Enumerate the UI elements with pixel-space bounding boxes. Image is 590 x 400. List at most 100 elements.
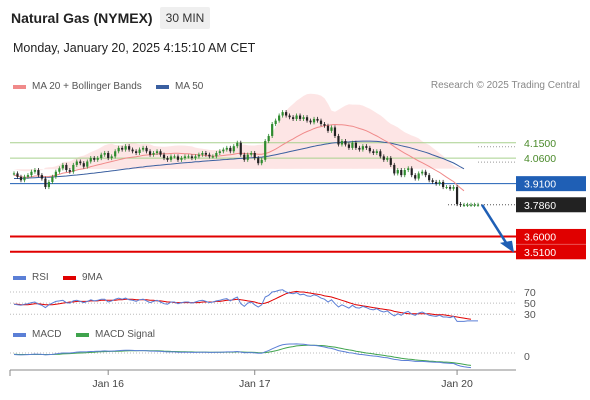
legend-rsi: RSI [13,272,49,283]
candle-body [128,146,131,150]
candle-body [253,152,256,159]
macd-swatch [13,332,26,337]
candle-body [386,158,389,160]
candle-body [333,127,337,136]
macd-zero-label: 0 [524,351,530,363]
ma20-line [13,123,465,192]
candle-body [455,187,459,205]
candle-body [438,181,441,184]
legend-macd-label: MACD [32,329,62,340]
candle-body [236,142,239,147]
candle-body [173,156,176,158]
candle-body [61,164,64,169]
candle-body [225,147,228,150]
candle-body [201,152,204,155]
candle-body [239,142,242,155]
candle-body [107,152,110,159]
candle-body [246,154,249,160]
candle-body [65,164,68,171]
support-label-3.6000: 3.6000 [524,231,556,243]
candle-body [180,158,183,160]
candle-body [354,142,357,148]
candle-body [183,156,187,159]
candle-body [141,147,145,150]
rsi-swatch [13,275,26,280]
candle-body [37,170,40,176]
rsi-line [13,289,478,322]
candle-body [260,159,263,164]
ma50-swatch [156,84,169,89]
legend-rsi-ma: 9MA [63,272,103,283]
candle-body [222,149,225,152]
candle-body [337,135,340,145]
candle-body [23,176,26,181]
pivot-label: 3.9100 [524,179,556,191]
candle-body [121,147,124,150]
candle-body [166,158,169,160]
candle-body [281,112,284,116]
candle-body [424,171,427,176]
candle-body [396,170,399,174]
timeframe-button[interactable]: 30 MIN [160,7,210,29]
candle-body [435,181,438,184]
rsi-level-label-50: 50 [524,298,536,310]
candle-body [400,170,403,176]
candle-body [417,173,420,179]
candle-body [72,164,75,172]
x-tick-label-Jan 16: Jan 16 [92,378,124,390]
rsi-level-label-30: 30 [524,309,536,321]
candle-body [340,141,344,145]
x-tick-label-Jan 20: Jan 20 [441,378,473,390]
candle-body [44,178,47,188]
rsi-level-label-70: 70 [524,287,536,299]
candle-body [30,171,33,176]
support-label-3.5100: 3.5100 [524,247,556,259]
candle-body [459,204,462,206]
candle-body [393,164,396,174]
candle-body [204,152,207,155]
candle-body [12,173,16,175]
candle-body [285,112,288,116]
candle-body [16,173,19,177]
candle-body [278,115,281,121]
last-price-label: 3.7860 [524,200,556,212]
legend-macd-signal: MACD Signal [76,329,155,340]
candle-body [271,124,274,136]
legend-ma50-label: MA 50 [175,81,204,92]
candle-body [187,156,190,158]
candle-body [26,175,30,177]
candle-body [218,151,221,153]
legend-macd-signal-label: MACD Signal [95,329,156,340]
legend-ma50: MA 50 [156,81,203,92]
candle-body [305,117,309,121]
forecast-arrow-head [500,240,514,253]
candle-body [368,147,371,152]
candle-body [365,146,368,148]
candle-body [138,149,141,153]
datetime-label: Monday, January 20, 2025 4:15:10 AM CET [13,41,256,55]
candle-body [86,161,89,167]
candle-body [295,115,298,119]
candle-body [96,158,99,160]
candle-body [372,151,375,153]
candle-body [445,187,448,189]
candle-body [462,204,466,206]
candle-body [473,204,476,206]
candle-body [124,146,127,150]
candle-body [54,171,57,177]
candle-body [291,117,295,119]
legend-macd: MACD [13,329,61,340]
candle-body [358,147,361,150]
candle-body [442,181,445,188]
candle-body [58,168,61,172]
candle-body [414,175,417,179]
support-label-box-3.5100 [516,244,586,260]
candle-body [47,181,50,188]
candle-body [407,168,410,171]
candle-body [421,171,424,174]
candle-body [466,204,469,206]
candle-body [51,176,54,182]
candle-body [250,152,253,155]
candle-body [309,120,312,123]
candle-body [162,154,166,159]
